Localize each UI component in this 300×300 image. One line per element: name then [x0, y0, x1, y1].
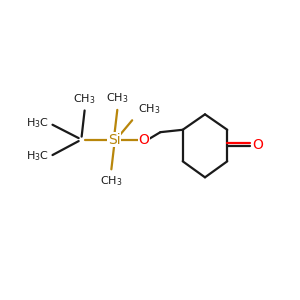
Text: CH$_3$: CH$_3$	[138, 102, 160, 116]
Text: H$_3$C: H$_3$C	[26, 150, 49, 164]
Text: CH$_3$: CH$_3$	[106, 92, 128, 105]
Text: Si: Si	[108, 133, 121, 147]
Text: CH$_3$: CH$_3$	[74, 92, 96, 106]
Text: O: O	[252, 138, 263, 152]
Text: O: O	[139, 133, 149, 147]
Text: H$_3$C: H$_3$C	[26, 116, 49, 130]
Text: CH$_3$: CH$_3$	[100, 174, 123, 188]
